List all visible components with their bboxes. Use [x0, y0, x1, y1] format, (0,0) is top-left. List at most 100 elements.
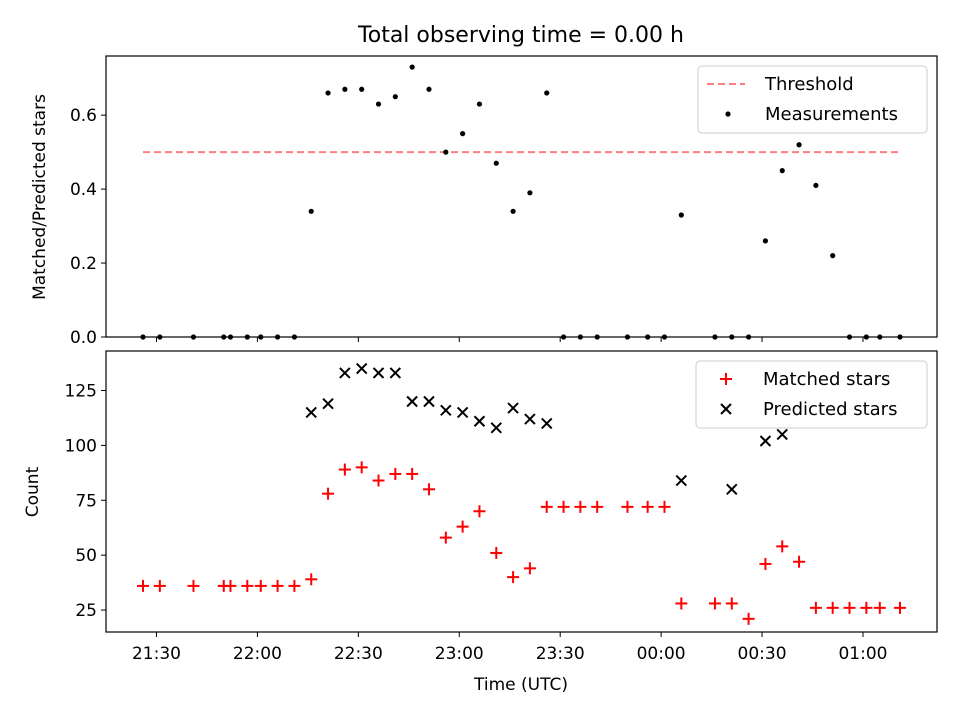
measurement-point [409, 64, 415, 70]
matched-stars-point [523, 562, 536, 575]
measurement-point [443, 149, 449, 155]
measurements-legend-label: Measurements [765, 104, 898, 125]
measurement-point [897, 334, 903, 340]
predicted-stars-point [473, 415, 486, 427]
measurement-point [762, 238, 769, 244]
measurement-point [510, 208, 516, 214]
chart-title: Total observing time = 0.00 h [357, 23, 684, 48]
measurement-point [258, 334, 264, 340]
measurement-point [577, 334, 583, 340]
matched-stars-point [254, 579, 267, 592]
matched-stars-point [490, 546, 503, 559]
bottom-legend-box [695, 360, 928, 429]
bottom-y-tick-label: 25 [75, 601, 97, 621]
matched-stars-point [355, 461, 368, 474]
measurement-point [291, 334, 298, 340]
measurement-point [729, 334, 735, 340]
matched-stars-point [271, 579, 284, 592]
top-legend: Threshold Measurements [697, 65, 928, 134]
measurement-point [661, 334, 668, 340]
matched-stars-point [473, 505, 486, 518]
matched-stars-point [574, 500, 587, 513]
matched-legend-swatch [720, 373, 732, 385]
bottom-plot-frame [105, 350, 938, 633]
matched-stars-point [439, 531, 452, 544]
matched-stars-point [389, 467, 402, 480]
measurement-point [140, 334, 146, 340]
predicted-stars-point [355, 362, 368, 375]
predicted-stars-point [322, 397, 334, 410]
predicted-stars-point [440, 404, 452, 416]
bottom-y-tick-label: 50 [75, 546, 97, 566]
matched-stars-point [893, 601, 906, 614]
measurement-point [325, 90, 331, 96]
matched-stars-point [288, 579, 301, 592]
matched-stars-point [372, 474, 385, 487]
matched-stars-point [241, 579, 254, 592]
matched-stars-point [658, 500, 671, 513]
measurement-point [274, 334, 281, 340]
predicted-stars-point [507, 402, 519, 414]
top-x-ticks [155, 337, 864, 342]
matched-legend-label: Matched stars [763, 369, 890, 390]
measurement-point [745, 334, 752, 340]
matched-stars-point [507, 571, 520, 584]
measurement-point [460, 131, 466, 137]
x-tick-label: 01:00 [838, 644, 887, 664]
measurement-point [779, 168, 785, 174]
measurement-point [375, 101, 382, 107]
predicted-stars-point [541, 417, 553, 430]
matched-stars-point [422, 483, 435, 496]
matched-stars-point [742, 612, 755, 625]
top-legend-box [697, 65, 928, 134]
measurement-point [342, 86, 348, 92]
measurement-point [712, 334, 718, 340]
measurement-point [624, 334, 631, 340]
predicted-stars-point [423, 395, 435, 408]
measurement-point [392, 94, 398, 100]
matched-stars-point [641, 500, 654, 513]
top-y-tick-label: 0.6 [70, 106, 97, 126]
bottom-y-ticks: 25 50 75 100 125 [65, 382, 106, 621]
x-tick-label: 21:30 [132, 644, 181, 664]
x-tick-label: 23:00 [435, 644, 484, 664]
measurement-point [678, 212, 684, 218]
measurement-point [227, 334, 234, 340]
measurements-legend-swatch [725, 111, 731, 117]
top-y-tick-label: 0.2 [70, 254, 97, 274]
bottom-x-ticks: 21:30 22:00 22:30 23:00 23:30 00:00 00:30 01:00 [132, 632, 887, 664]
matched-stars-point [759, 557, 772, 570]
predicted-stars-point [524, 413, 536, 425]
measurement-point [476, 101, 483, 107]
x-tick-label: 23:30 [536, 644, 585, 664]
predicted-stars-point [456, 406, 469, 419]
matched-stars-point [338, 463, 351, 476]
measurement-point [221, 334, 227, 340]
bottom-y-axis-label: Count [23, 466, 43, 517]
measurement-point [157, 334, 163, 340]
matched-stars-point [540, 500, 553, 513]
measurement-point [813, 182, 819, 189]
measurement-point [359, 86, 365, 92]
bottom-y-tick-label: 125 [65, 382, 97, 402]
bottom-y-tick-label: 75 [75, 491, 97, 511]
predicted-legend-swatch [720, 403, 732, 415]
measurement-point [527, 190, 533, 196]
x-tick-label: 22:30 [334, 644, 383, 664]
predicted-stars-point [339, 367, 351, 379]
measurement-point [244, 334, 250, 340]
matched-stars-point [776, 540, 789, 553]
x-tick-label: 22:00 [233, 644, 282, 664]
top-y-tick-label: 0.4 [70, 180, 97, 200]
matched-stars-point [591, 500, 604, 513]
matched-stars-point [456, 520, 469, 533]
measurement-point [560, 334, 567, 340]
matched-stars-point [809, 601, 822, 614]
measurement-point [544, 90, 550, 96]
x-tick-label: 00:00 [637, 644, 686, 664]
predicted-stars-point [675, 474, 688, 487]
x-axis-label: Time (UTC) [473, 675, 568, 695]
bottom-plot-marks [137, 362, 906, 625]
measurement-point [830, 253, 836, 259]
